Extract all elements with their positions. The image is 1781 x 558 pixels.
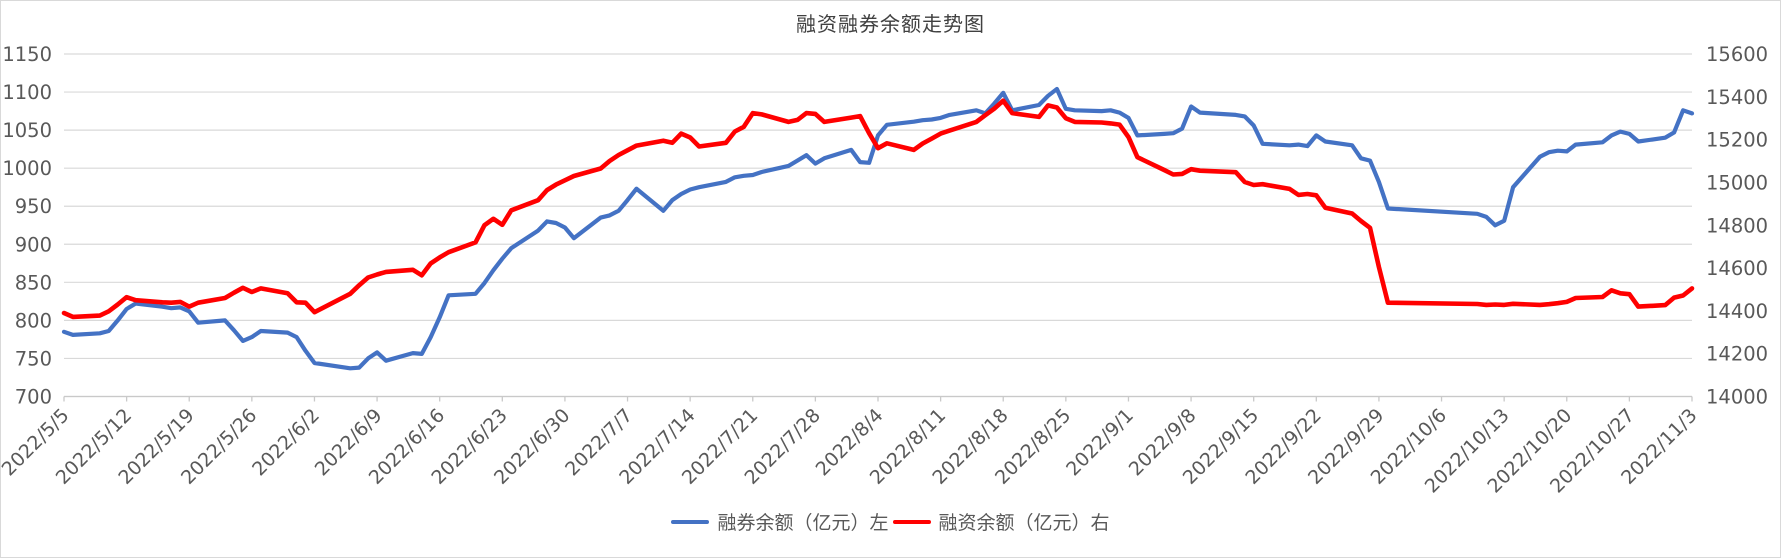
svg-text:850: 850 <box>15 271 52 294</box>
legend-item-rongzi: 融资余额（亿元）右 <box>892 508 1110 535</box>
svg-text:14000: 14000 <box>1706 386 1768 409</box>
legend-label-rongzi: 融资余额（亿元）右 <box>938 512 1110 534</box>
svg-text:14800: 14800 <box>1706 214 1768 237</box>
chart-title: 融资融券余额走势图 <box>796 12 985 36</box>
svg-text:2022/6/2: 2022/6/2 <box>248 404 324 480</box>
gridlines <box>64 53 1692 398</box>
y-axis-left-labels: 700 750 800 850 900 950 1000 1050 1100 1150 <box>2 43 52 409</box>
svg-text:900: 900 <box>15 233 52 256</box>
svg-text:2022/9/1: 2022/9/1 <box>1062 404 1138 480</box>
legend-item-rongquan: 融券余额（亿元）左 <box>671 508 889 535</box>
svg-text:15600: 15600 <box>1706 43 1768 66</box>
svg-text:15000: 15000 <box>1706 171 1768 194</box>
series-lines <box>61 86 1695 371</box>
svg-text:14200: 14200 <box>1706 343 1768 366</box>
svg-text:14600: 14600 <box>1706 257 1768 280</box>
svg-text:1150: 1150 <box>2 43 52 66</box>
legend: 融券余额（亿元）左 融资余额（亿元）右 <box>0 508 1781 535</box>
svg-text:15400: 15400 <box>1706 86 1768 109</box>
legend-label-rongquan: 融券余额（亿元）左 <box>717 512 889 534</box>
legend-swatch-red <box>892 519 931 524</box>
svg-text:1050: 1050 <box>2 119 52 142</box>
svg-text:15200: 15200 <box>1706 129 1768 152</box>
svg-text:750: 750 <box>15 347 52 370</box>
svg-text:14400: 14400 <box>1706 300 1768 323</box>
svg-text:800: 800 <box>15 309 52 332</box>
svg-text:1000: 1000 <box>2 157 52 180</box>
svg-text:1100: 1100 <box>2 81 52 104</box>
axes <box>63 395 1693 402</box>
svg-text:950: 950 <box>15 195 52 218</box>
legend-swatch-blue <box>671 519 710 524</box>
x-axis-labels: 2022/5/52022/5/122022/5/192022/5/262022/… <box>0 404 1702 497</box>
y-axis-right-labels: 14000 14200 14400 14600 14800 15000 15200 15400… <box>1706 43 1768 409</box>
svg-text:700: 700 <box>15 386 52 409</box>
